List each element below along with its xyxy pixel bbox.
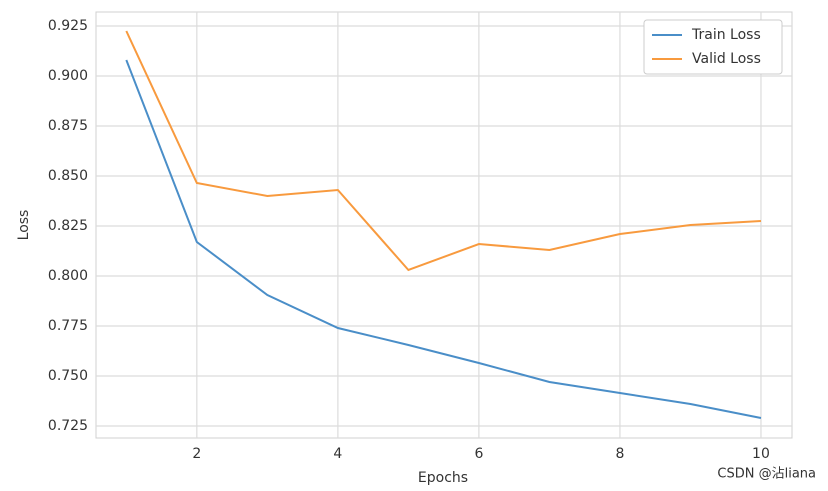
legend-label: Valid Loss xyxy=(692,51,761,67)
y-tick-label: 0.775 xyxy=(48,318,88,334)
legend-label: Train Loss xyxy=(691,27,761,43)
y-axis-label: Loss xyxy=(16,210,32,241)
y-tick-label: 0.900 xyxy=(48,68,88,84)
x-tick-label: 2 xyxy=(192,446,201,462)
x-tick-label: 8 xyxy=(615,446,624,462)
plot-frame xyxy=(95,11,793,439)
line-series xyxy=(125,30,762,272)
x-tick-label: 6 xyxy=(474,446,483,462)
y-tick-label: 0.875 xyxy=(48,118,88,134)
x-tick-label: 4 xyxy=(333,446,342,462)
y-tick-label: 0.825 xyxy=(48,218,88,234)
x-tick-label: 10 xyxy=(752,446,770,462)
y-tick-label: 0.750 xyxy=(48,368,88,384)
line-series xyxy=(125,59,762,419)
watermark: CSDN @沾liana xyxy=(717,467,816,482)
y-tick-label: 0.925 xyxy=(48,18,88,34)
y-tick-label: 0.725 xyxy=(48,418,88,434)
legend-box xyxy=(643,19,783,75)
x-axis-label: Epochs xyxy=(418,470,468,486)
y-tick-label: 0.800 xyxy=(48,268,88,284)
y-tick-label: 0.850 xyxy=(48,168,88,184)
